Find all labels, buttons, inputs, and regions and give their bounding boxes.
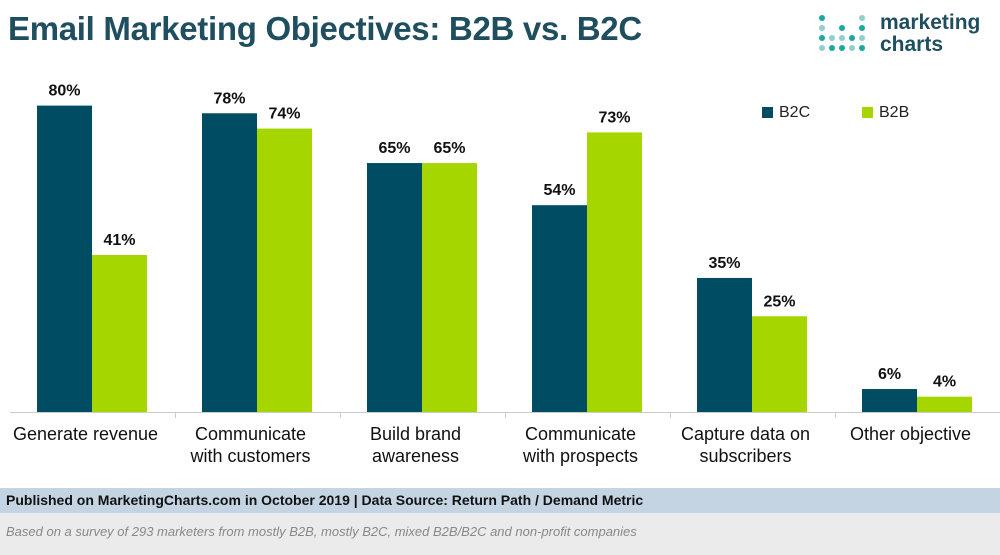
category-label: Communicate [195, 424, 306, 444]
legend-item-b2c: B2C [762, 104, 810, 122]
bar-b2c [367, 163, 422, 412]
legend-swatch-b2b [862, 107, 873, 118]
data-label-b2c: 54% [543, 182, 575, 199]
logo-line-1: marketing [880, 11, 981, 34]
legend-swatch-b2c [762, 107, 773, 118]
category-label: with customers [189, 446, 310, 466]
marketingcharts-logo: marketing charts [816, 12, 996, 62]
data-label-b2b: 4% [933, 374, 956, 391]
bar-b2b [257, 128, 312, 412]
published-footer: Published on MarketingCharts.com in Octo… [0, 488, 1000, 513]
category-label: Capture data on [681, 424, 810, 444]
legend-label-b2b: B2B [879, 104, 910, 121]
bar-b2c [697, 277, 752, 412]
data-label-b2b: 25% [763, 293, 795, 310]
data-label-b2c: 6% [878, 366, 901, 383]
category-label: Generate revenue [13, 424, 158, 444]
data-label-b2c: 80% [48, 83, 80, 100]
bar-b2b [422, 163, 477, 412]
logo-wordmark: marketing charts [880, 12, 980, 56]
chart-title: Email Marketing Objectives: B2B vs. B2C [8, 10, 642, 47]
category-label: Communicate [525, 424, 636, 444]
data-label-b2c: 65% [378, 140, 410, 157]
bar-b2c [37, 105, 92, 412]
bar-b2b [752, 316, 807, 412]
data-label-b2b: 74% [268, 106, 300, 123]
bar-chart: 80%41%Generate revenue78%74%Communicatew… [10, 83, 1000, 466]
bar-b2c [532, 205, 587, 412]
legend-label-b2c: B2C [779, 104, 811, 121]
survey-note: Based on a survey of 293 marketers from … [0, 513, 1000, 555]
bar-b2c [202, 113, 257, 412]
data-label-b2c: 35% [708, 255, 740, 272]
category-label: Other objective [850, 424, 971, 444]
bar-b2b [92, 254, 147, 412]
logo-dots-icon [819, 15, 865, 51]
bar-b2c [862, 389, 917, 412]
category-label: Build brand [370, 424, 461, 444]
logo-line-2: charts [880, 33, 944, 56]
legend-item-b2b: B2B [862, 104, 909, 122]
category-label: awareness [372, 446, 459, 466]
bar-b2b [587, 132, 642, 412]
category-label: subscribers [699, 446, 791, 466]
data-label-b2b: 41% [103, 232, 135, 249]
data-label-b2c: 78% [213, 90, 245, 107]
data-label-b2b: 65% [433, 140, 465, 157]
data-label-b2b: 73% [598, 109, 630, 126]
category-label: with prospects [522, 446, 638, 466]
bar-b2b [917, 396, 972, 412]
